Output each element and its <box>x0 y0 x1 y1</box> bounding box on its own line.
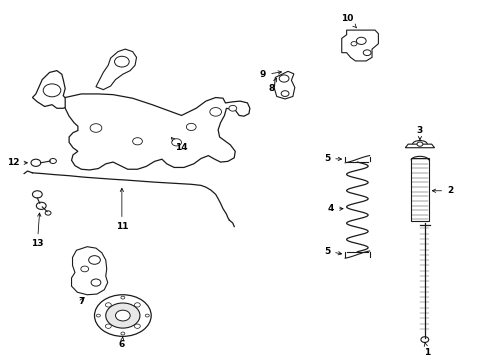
Text: 12: 12 <box>7 158 27 167</box>
Text: 8: 8 <box>269 78 276 93</box>
Text: 7: 7 <box>78 297 84 306</box>
Circle shape <box>97 314 100 317</box>
Text: 5: 5 <box>324 247 342 256</box>
Text: 9: 9 <box>260 71 281 80</box>
Circle shape <box>116 310 130 321</box>
Circle shape <box>91 279 101 286</box>
Circle shape <box>121 296 125 299</box>
Circle shape <box>43 84 61 97</box>
Text: 4: 4 <box>328 204 343 213</box>
Text: 2: 2 <box>432 186 453 195</box>
Text: 5: 5 <box>324 154 342 163</box>
Circle shape <box>81 266 89 272</box>
Polygon shape <box>274 71 295 99</box>
Polygon shape <box>32 71 69 108</box>
Polygon shape <box>405 144 435 148</box>
Circle shape <box>134 324 140 328</box>
Circle shape <box>36 202 46 210</box>
Circle shape <box>49 158 56 163</box>
Circle shape <box>134 303 140 307</box>
Circle shape <box>90 124 102 132</box>
Polygon shape <box>342 30 378 61</box>
Polygon shape <box>65 94 250 170</box>
Circle shape <box>121 332 125 335</box>
Text: 10: 10 <box>342 14 357 28</box>
Circle shape <box>105 303 111 307</box>
Text: 13: 13 <box>31 213 44 248</box>
Circle shape <box>356 37 366 44</box>
Circle shape <box>89 256 100 264</box>
Polygon shape <box>96 49 137 90</box>
Text: 14: 14 <box>172 138 188 152</box>
Circle shape <box>210 108 221 116</box>
Circle shape <box>186 123 196 131</box>
Circle shape <box>417 142 423 146</box>
Text: 6: 6 <box>119 337 125 349</box>
Circle shape <box>95 295 151 336</box>
Circle shape <box>363 50 371 55</box>
Circle shape <box>45 211 51 215</box>
Circle shape <box>32 191 42 198</box>
Circle shape <box>133 138 143 145</box>
Text: 1: 1 <box>424 342 430 357</box>
Circle shape <box>281 91 289 96</box>
Text: 3: 3 <box>417 126 423 140</box>
Polygon shape <box>411 158 429 221</box>
Text: 11: 11 <box>116 188 128 231</box>
Circle shape <box>172 139 181 146</box>
Circle shape <box>279 75 289 82</box>
Circle shape <box>115 56 129 67</box>
Circle shape <box>229 105 237 111</box>
Circle shape <box>106 303 140 328</box>
Circle shape <box>31 159 41 166</box>
Polygon shape <box>72 247 108 295</box>
Circle shape <box>146 314 149 317</box>
Circle shape <box>105 324 111 328</box>
Circle shape <box>421 337 429 342</box>
Circle shape <box>351 41 357 46</box>
